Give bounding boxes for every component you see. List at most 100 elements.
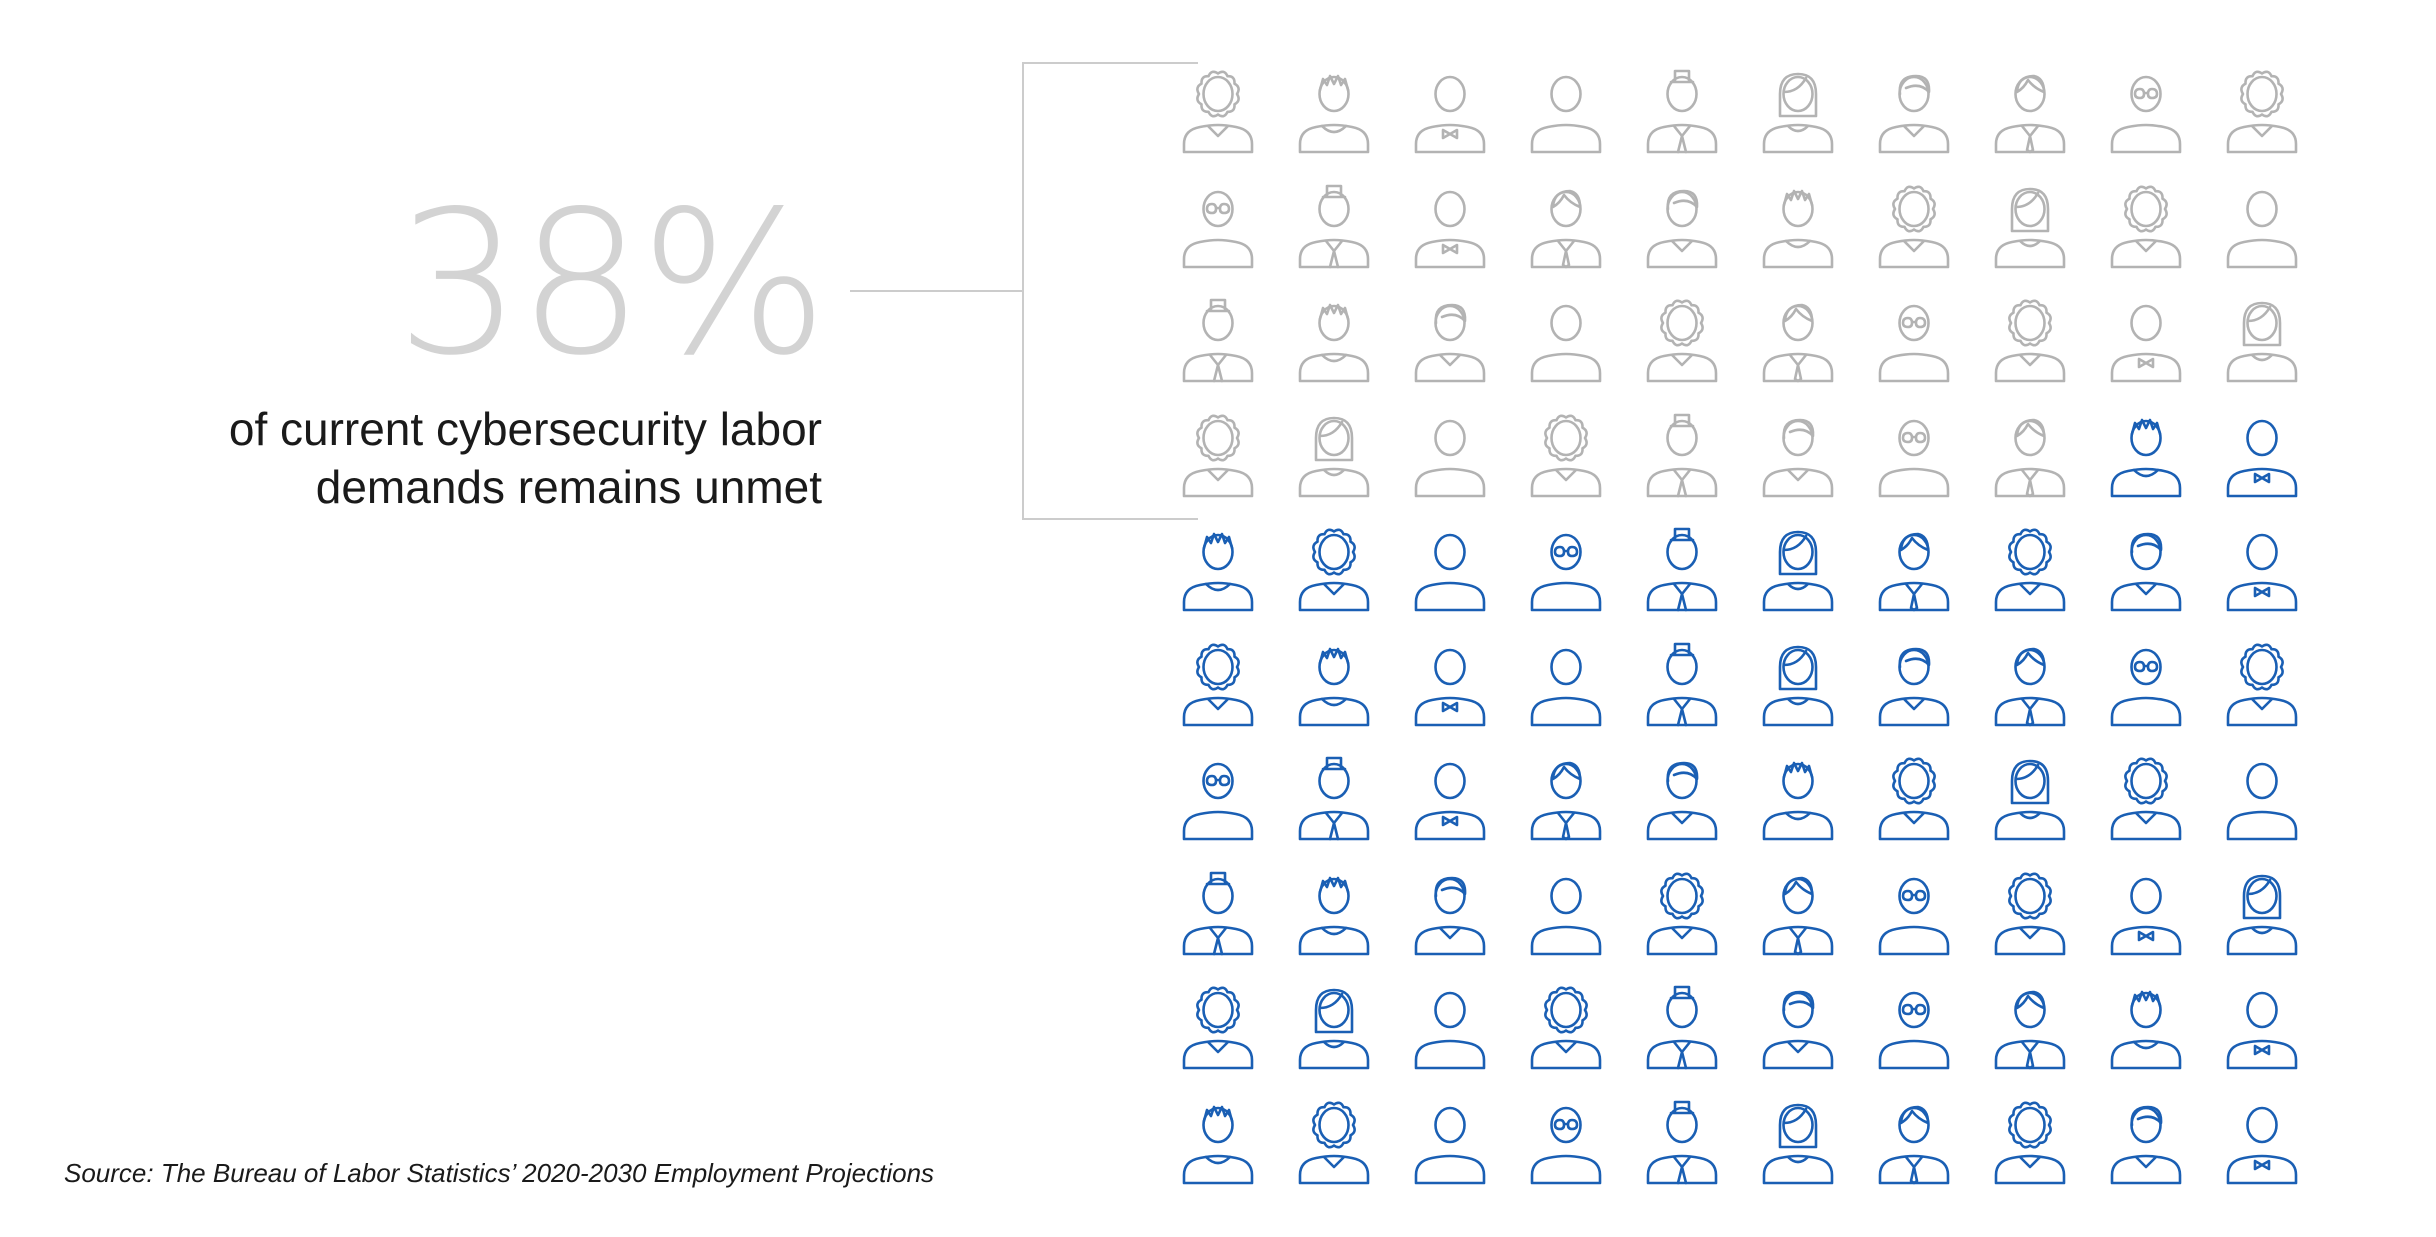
person-icon [1412, 299, 1488, 383]
person-icon [1760, 528, 1836, 612]
person-icon [1876, 299, 1952, 383]
person-icon [1760, 872, 1836, 956]
person-icon [1876, 528, 1952, 612]
person-icon [1876, 986, 1952, 1070]
person-icon [1180, 1101, 1256, 1185]
person-icon [1760, 1101, 1836, 1185]
person-icon [1644, 185, 1720, 269]
person-icon [1876, 872, 1952, 956]
person-icon [1644, 642, 1720, 727]
person-icon [1296, 184, 1372, 269]
person-icon [1876, 70, 1952, 154]
person-icon [2108, 414, 2184, 498]
stat-caption-line-1: of current cybersecurity labor [228, 403, 822, 455]
person-icon [1180, 642, 1256, 727]
person-icon [2224, 757, 2300, 841]
person-icon [1296, 414, 1372, 498]
person-icon [1296, 756, 1372, 841]
person-icon [1296, 986, 1372, 1070]
person-icon [1760, 986, 1836, 1070]
person-icon [1876, 757, 1952, 841]
person-icon [1180, 986, 1256, 1070]
person-icon [2108, 643, 2184, 727]
person-icon [2224, 986, 2300, 1070]
person-icon [1528, 528, 1604, 612]
person-icon [1412, 528, 1488, 612]
person-icon [1992, 299, 2068, 383]
person-icon [1412, 185, 1488, 269]
person-icon [1528, 986, 1604, 1070]
person-icon [1760, 185, 1836, 269]
person-icon [1992, 70, 2068, 154]
person-icon [1412, 1101, 1488, 1185]
person-icon [1644, 413, 1720, 498]
person-icon [1412, 643, 1488, 727]
person-icon [1528, 413, 1604, 498]
person-icon [1412, 986, 1488, 1070]
person-icon [1760, 70, 1836, 154]
person-icon [2224, 528, 2300, 612]
person-icon [1528, 70, 1604, 154]
person-icon [2224, 70, 2300, 154]
person-icon [2224, 185, 2300, 269]
people-icon-grid [1180, 69, 2330, 1200]
person-icon [2224, 1101, 2300, 1185]
person-icon [1180, 298, 1256, 383]
person-icon [1644, 299, 1720, 383]
connector-line [850, 290, 1024, 292]
person-icon [1412, 757, 1488, 841]
person-icon [1992, 757, 2068, 841]
person-icon [2108, 872, 2184, 956]
person-icon [1876, 1101, 1952, 1185]
person-icon [2108, 757, 2184, 841]
person-icon [1876, 643, 1952, 727]
person-icon [1180, 185, 1256, 269]
person-icon [1412, 872, 1488, 956]
person-icon [1528, 872, 1604, 956]
person-icon [1644, 527, 1720, 612]
person-icon [2108, 528, 2184, 612]
person-icon [1180, 70, 1256, 154]
person-icon [1296, 70, 1372, 154]
person-icon [1180, 871, 1256, 956]
person-icon [1992, 643, 2068, 727]
person-icon [1760, 643, 1836, 727]
person-icon [1528, 299, 1604, 383]
unmet-bracket [1022, 62, 1198, 520]
person-icon [1180, 757, 1256, 841]
person-icon [1644, 69, 1720, 154]
stat-caption-line-2: demands remains unmet [315, 461, 822, 513]
person-icon [2224, 414, 2300, 498]
person-icon [2108, 986, 2184, 1070]
person-icon [1876, 184, 1952, 269]
person-icon [1528, 757, 1604, 841]
person-icon [1644, 757, 1720, 841]
person-icon [2224, 299, 2300, 383]
person-icon [1296, 299, 1372, 383]
stat-caption: of current cybersecurity labor demands r… [62, 400, 822, 516]
person-icon [1296, 872, 1372, 956]
person-icon [1296, 643, 1372, 727]
person-icon [1528, 1101, 1604, 1185]
person-icon [1296, 528, 1372, 612]
person-icon [1412, 70, 1488, 154]
person-icon [1992, 871, 2068, 956]
person-icon [2224, 872, 2300, 956]
person-icon [1760, 757, 1836, 841]
person-icon [1296, 1100, 1372, 1185]
person-icon [1528, 185, 1604, 269]
person-icon [1644, 871, 1720, 956]
person-icon [1992, 185, 2068, 269]
person-icon [2108, 184, 2184, 269]
source-note: Source: The Bureau of Labor Statistics’ … [64, 1158, 935, 1188]
person-icon [2108, 1101, 2184, 1185]
person-icon [1992, 1100, 2068, 1185]
person-icon [1528, 643, 1604, 727]
person-icon [1180, 413, 1256, 498]
person-icon [1992, 986, 2068, 1070]
stat-percentage: 38% [395, 168, 828, 399]
person-icon [1760, 414, 1836, 498]
person-icon [1644, 985, 1720, 1070]
person-icon [2108, 299, 2184, 383]
person-icon [1180, 528, 1256, 612]
